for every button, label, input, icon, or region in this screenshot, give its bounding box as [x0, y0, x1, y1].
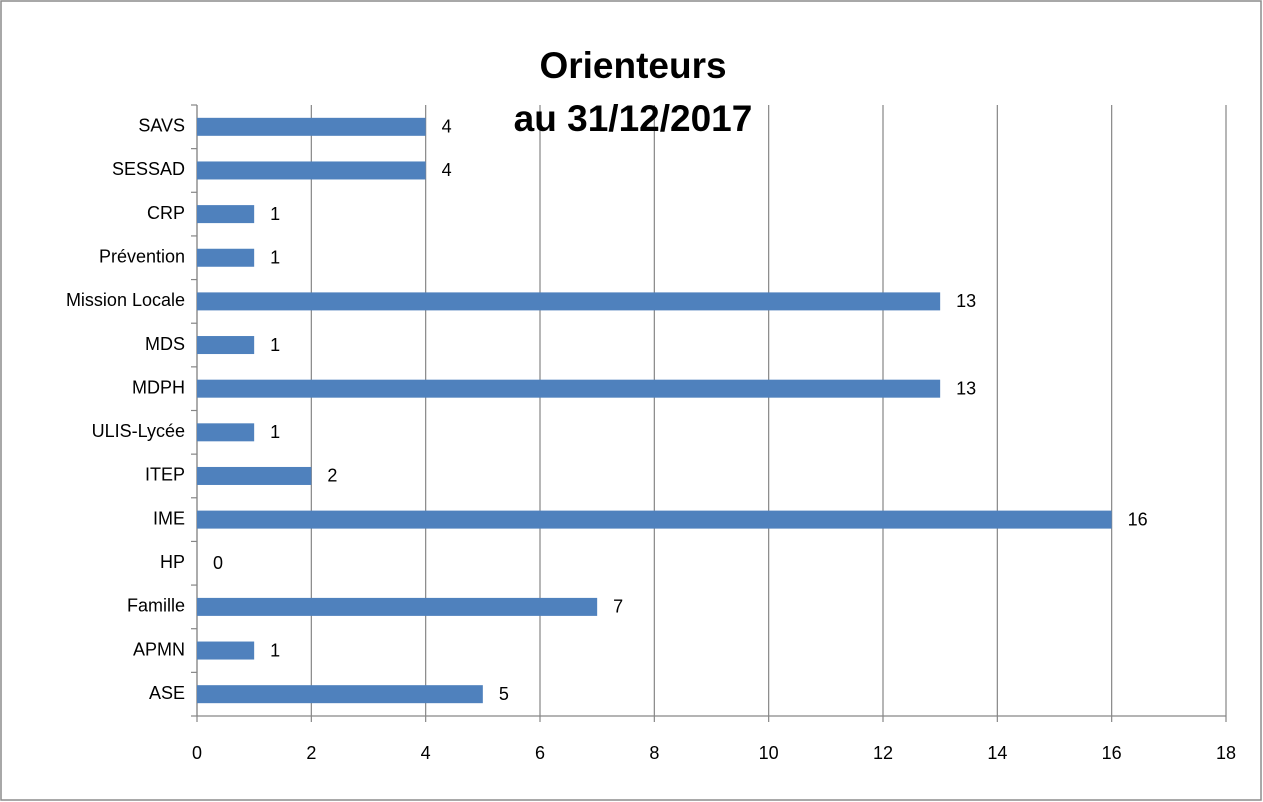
- data-label: 1: [270, 335, 280, 355]
- x-tick-label: 8: [649, 743, 659, 763]
- y-tick-label: HP: [160, 552, 185, 572]
- bar: [197, 117, 426, 136]
- x-tick-label: 18: [1216, 743, 1236, 763]
- data-label: 5: [499, 684, 509, 704]
- x-tick-label: 12: [873, 743, 893, 763]
- bar: [197, 161, 426, 180]
- y-tick-label: Famille: [127, 596, 185, 616]
- bar: [197, 466, 312, 485]
- x-tick-label: 16: [1102, 743, 1122, 763]
- y-tick-label: APMN: [133, 639, 185, 659]
- data-label: 1: [270, 640, 280, 660]
- x-tick-label: 2: [306, 743, 316, 763]
- data-label: 7: [613, 597, 623, 617]
- data-label: 2: [327, 466, 337, 486]
- x-tick-label: 10: [759, 743, 779, 763]
- data-label: 16: [1128, 509, 1148, 529]
- chart-title: au 31/12/2017: [514, 98, 753, 139]
- data-label: 1: [270, 248, 280, 268]
- y-tick-label: MDS: [145, 334, 185, 354]
- data-label: 0: [213, 553, 223, 573]
- bar: [197, 248, 255, 267]
- bar: [197, 685, 483, 704]
- data-label: 4: [442, 117, 452, 137]
- chart-title: Orienteurs: [539, 45, 726, 86]
- bar: [197, 597, 598, 616]
- y-tick-label: IME: [153, 508, 185, 528]
- data-label: 1: [270, 204, 280, 224]
- bar: [197, 379, 941, 398]
- data-label: 13: [956, 378, 976, 398]
- y-tick-label: Prévention: [99, 247, 185, 267]
- x-tick-label: 14: [987, 743, 1007, 763]
- bar: [197, 336, 255, 355]
- data-label: 4: [442, 160, 452, 180]
- bar: [197, 423, 255, 442]
- y-tick-label: SAVS: [138, 116, 185, 136]
- data-label: 1: [270, 422, 280, 442]
- y-tick-label: SESSAD: [112, 159, 185, 179]
- x-tick-label: 4: [421, 743, 431, 763]
- x-tick-label: 0: [192, 743, 202, 763]
- y-tick-label: Mission Locale: [66, 290, 185, 310]
- y-tick-label: MDPH: [132, 377, 185, 397]
- bar: [197, 510, 1112, 529]
- bar: [197, 292, 941, 311]
- bar: [197, 205, 255, 224]
- y-tick-label: CRP: [147, 203, 185, 223]
- data-label: 13: [956, 291, 976, 311]
- bar: [197, 641, 255, 660]
- y-tick-label: ULIS-Lycée: [92, 421, 185, 441]
- x-tick-label: 6: [535, 743, 545, 763]
- y-tick-label: ITEP: [145, 465, 185, 485]
- y-tick-label: ASE: [149, 683, 185, 703]
